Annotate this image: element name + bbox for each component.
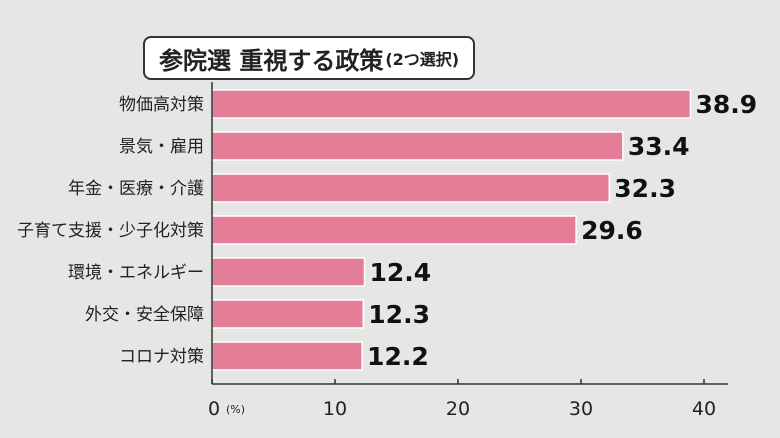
value-label-2: 32.3	[614, 174, 676, 203]
bar-5	[211, 299, 365, 329]
x-tick-label-1: 10	[323, 398, 347, 420]
bar-2	[211, 173, 611, 203]
value-label-6: 12.2	[367, 342, 429, 371]
category-label-6: コロナ対策	[119, 347, 204, 367]
category-label-3: 子育て支援・少子化対策	[17, 221, 204, 241]
bar-6	[211, 341, 363, 371]
unit-label: (%)	[226, 403, 245, 416]
category-label-0: 物価高対策	[119, 95, 204, 115]
value-label-5: 12.3	[368, 300, 430, 329]
bar-4	[211, 257, 366, 287]
bar-3	[211, 215, 577, 245]
x-tick-label-2: 20	[446, 398, 470, 420]
category-label-5: 外交・安全保障	[85, 305, 204, 325]
category-label-1: 景気・雇用	[119, 137, 204, 157]
x-tick-label-3: 30	[569, 398, 593, 420]
value-label-4: 12.4	[370, 258, 432, 287]
chart-title-box: 参院選 重視する政策 (2つ選択)	[143, 36, 476, 80]
value-label-1: 33.4	[628, 132, 690, 161]
bar-1	[211, 131, 624, 161]
value-label-0: 38.9	[695, 90, 757, 119]
value-label-3: 29.6	[581, 216, 643, 245]
category-label-4: 環境・エネルギー	[68, 263, 204, 283]
bar-0	[211, 89, 692, 119]
x-tick-label-0: 0	[208, 398, 220, 420]
chart-title: 参院選 重視する政策	[159, 46, 384, 75]
x-tick-label-4: 40	[692, 398, 716, 420]
category-label-2: 年金・医療・介護	[68, 179, 204, 199]
chart-subtitle: (2つ選択)	[385, 50, 460, 69]
